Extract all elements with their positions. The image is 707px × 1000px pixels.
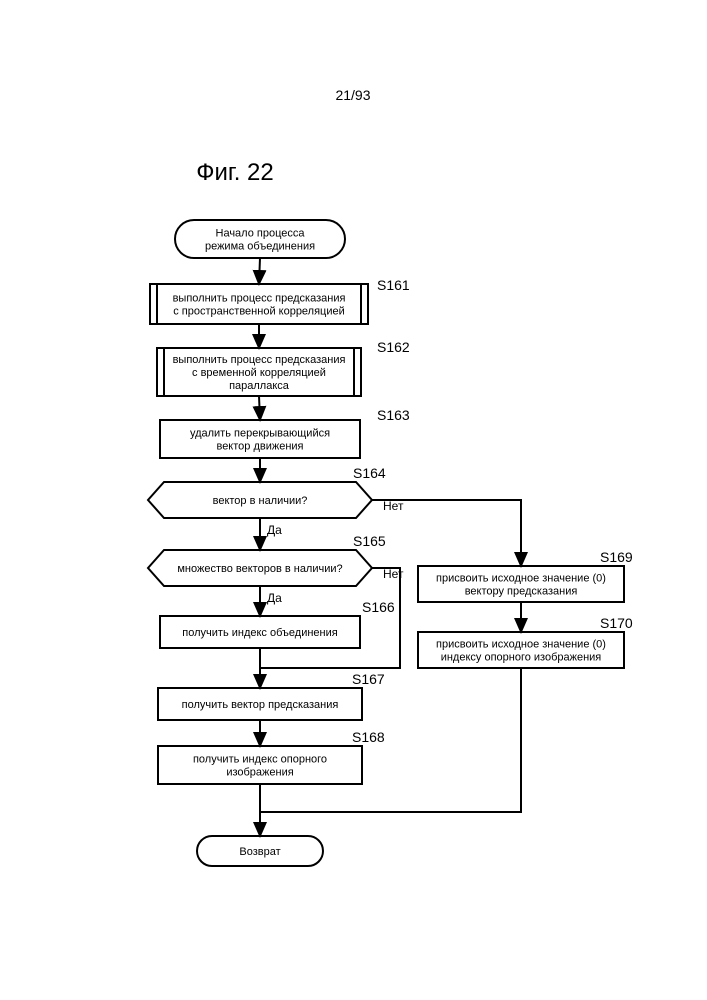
svg-text:Да: Да [267,523,282,537]
svg-text:S162: S162 [377,339,410,355]
svg-text:Нет: Нет [383,499,404,513]
svg-text:режима объединения: режима объединения [205,241,315,253]
svg-text:Возврат: Возврат [239,846,280,858]
svg-text:21/93: 21/93 [335,87,370,103]
svg-text:получить вектор предсказания: получить вектор предсказания [182,699,339,711]
svg-text:S165: S165 [353,533,386,549]
svg-text:S167: S167 [352,671,385,687]
svg-text:параллакса: параллакса [229,380,290,392]
svg-text:S169: S169 [600,549,633,565]
svg-text:с пространственной корреляцией: с пространственной корреляцией [173,306,345,318]
svg-text:Нет: Нет [383,567,404,581]
svg-text:S168: S168 [352,729,385,745]
svg-text:вектор в наличии?: вектор в наличии? [213,495,308,507]
svg-text:присвоить исходное значение (0: присвоить исходное значение (0) [436,638,606,650]
svg-text:изображения: изображения [226,767,293,779]
svg-text:S164: S164 [353,465,386,481]
svg-text:индексу опорного изображения: индексу опорного изображения [441,652,602,664]
svg-text:Начало процесса: Начало процесса [216,227,306,239]
svg-text:Да: Да [267,591,282,605]
svg-text:S170: S170 [600,615,633,631]
svg-text:присвоить исходное значение (0: присвоить исходное значение (0) [436,572,606,584]
svg-text:выполнить процесс предсказания: выполнить процесс предсказания [173,292,346,304]
svg-text:вектор движения: вектор движения [216,441,303,453]
svg-text:выполнить процесс предсказания: выполнить процесс предсказания [173,354,346,366]
svg-text:удалить перекрывающийся: удалить перекрывающийся [190,427,330,439]
svg-text:множество векторов в наличии?: множество векторов в наличии? [177,563,342,575]
svg-text:S161: S161 [377,277,410,293]
svg-text:получить индекс опорного: получить индекс опорного [193,753,327,765]
svg-text:с временной корреляцией: с временной корреляцией [192,367,326,379]
svg-text:S163: S163 [377,407,410,423]
svg-text:S166: S166 [362,599,395,615]
svg-text:получить индекс объединения: получить индекс объединения [182,627,337,639]
svg-text:вектору предсказания: вектору предсказания [465,586,578,598]
svg-text:Фиг. 22: Фиг. 22 [196,159,274,186]
